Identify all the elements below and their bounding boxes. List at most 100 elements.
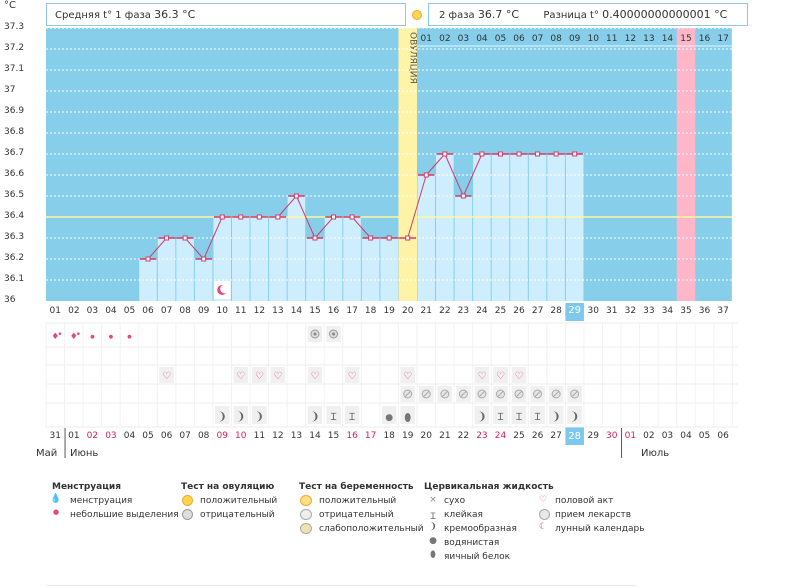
calendar-date-label: 04 <box>680 431 692 441</box>
legend-fluid-creamy: кремообразная <box>444 524 517 534</box>
calendar-date-label: 17 <box>364 431 377 441</box>
calendar-date-label: 27 <box>550 431 562 441</box>
fluid-sticky-icon: Ɪ <box>516 412 522 423</box>
calendar-date-label: 11 <box>253 431 266 441</box>
sex-heart-icon: ♡ <box>348 371 357 382</box>
fluid-sticky-icon: Ɪ <box>430 512 436 522</box>
temperature-point <box>219 214 225 220</box>
month-may: Май <box>36 448 58 459</box>
top-day-label: 09 <box>568 34 581 44</box>
calendar-date-label: 03 <box>105 431 117 441</box>
sex-cell <box>307 367 323 383</box>
legend-menstruation-title: Менструация <box>52 482 121 492</box>
ovulation-label: ОВУЛЯЦИЯ <box>408 32 418 84</box>
fluid-creamy-icon: ❩ <box>570 410 579 423</box>
temperature-bar <box>361 238 380 301</box>
phase2-value: 36.7 °C <box>477 8 520 21</box>
cycle-day-label: 04 <box>105 306 117 316</box>
y-tick-label: 36.4 <box>4 211 25 221</box>
temperature-point <box>256 214 262 220</box>
medication-pill-line <box>478 390 486 398</box>
y-tick-label: 36.5 <box>4 190 25 200</box>
fluid-creamy-icon: ❩ <box>552 410 561 423</box>
sex-heart-icon: ♡ <box>403 371 412 382</box>
legend-menstruation-heavy: менструация <box>70 496 133 506</box>
cycle-day-label: 37 <box>717 306 729 316</box>
temperature-point <box>164 235 170 241</box>
fluid-watery-icon: ● <box>429 536 437 546</box>
cycle-day-label: 34 <box>661 306 674 316</box>
fluid-creamy-icon: ❩ <box>218 410 227 423</box>
cycle-day-label: 24 <box>476 306 488 316</box>
fluid-sticky-icon: Ɪ <box>535 412 541 423</box>
temperature-bar <box>232 217 250 301</box>
sex-cell <box>493 367 508 383</box>
legend-medication: прием лекарств <box>555 510 632 520</box>
cycle-day-label: 09 <box>197 306 210 316</box>
temperature-line <box>351 216 371 239</box>
legend-pregnancy-negative: отрицательный <box>319 510 394 520</box>
sex-cell <box>474 367 490 383</box>
fluid-cell <box>548 406 564 424</box>
cycle-day-label: 31 <box>606 306 618 316</box>
temperature-point <box>572 151 578 157</box>
calendar-date-label: 05 <box>142 431 154 441</box>
cycle-day-label: 15 <box>309 306 321 316</box>
fluid-cell <box>307 406 323 424</box>
temperature-bar <box>380 238 398 301</box>
phase2-summary: 2 фаза 36.7 °C Разница t° 0.400000000000… <box>428 3 748 26</box>
calendar-date-label: 26 <box>531 431 544 441</box>
legend-lunar: лунный календарь <box>555 524 645 534</box>
ovulation-negative-dot <box>332 332 336 336</box>
calendar-date-label: 01 <box>624 431 637 441</box>
cycle-day-label: 02 <box>68 306 80 316</box>
temperature-line <box>147 237 167 260</box>
legend-fluid-egg: яичный белок <box>444 552 511 562</box>
temperature-bar <box>157 238 176 301</box>
top-day-label: 02 <box>439 34 451 44</box>
cycle-day-label: 28 <box>550 306 562 316</box>
legend-fluid-title: Цервикальная жидкость <box>424 482 554 492</box>
lunar-moon-cutout <box>220 284 230 294</box>
sex-cell <box>344 367 360 383</box>
fluid-sticky-icon: Ɪ <box>498 412 504 423</box>
cycle-day-label: 11 <box>235 306 247 316</box>
month-july: Июль <box>641 448 670 459</box>
sex-cell <box>511 367 527 383</box>
calendar-date-label: 25 <box>513 431 525 441</box>
temperature-line <box>295 195 316 239</box>
temperature-bar <box>436 154 454 301</box>
temperature-line <box>184 237 205 260</box>
cycle-day-label: 17 <box>346 306 358 316</box>
temperature-point <box>293 193 299 199</box>
fluid-sticky-icon: Ɪ <box>349 412 355 423</box>
fluid-cell <box>326 406 341 424</box>
fluid-cell <box>252 406 267 424</box>
medication-pill-line <box>460 390 467 398</box>
cycle-day-label: 33 <box>643 306 655 316</box>
fluid-watery-icon: ● <box>385 413 393 423</box>
temperature-point <box>145 256 151 262</box>
highlight-day-bottom <box>565 427 584 445</box>
medication-pill-line <box>404 390 412 398</box>
sex-cell <box>159 367 174 383</box>
cycle-day-label: 03 <box>86 306 99 316</box>
sex-heart-icon: ♡ <box>496 371 505 382</box>
legend-ovulation-test-title: Тест на овуляцию <box>181 482 275 492</box>
legend-fluid-watery: водянистая <box>444 538 500 548</box>
menstruation-heavy-dot: • <box>76 330 81 340</box>
y-tick-label: 36.8 <box>4 127 25 137</box>
cycle-day-label: 36 <box>698 306 711 316</box>
calendar-date-label: 19 <box>401 431 414 441</box>
calendar-date-label: 24 <box>494 431 507 441</box>
temperature-bar <box>528 154 547 301</box>
calendar-date-label: 20 <box>420 431 432 441</box>
temperature-point <box>201 256 207 262</box>
ovulation-negative-dot <box>313 332 317 336</box>
pregnancy-positive-icon <box>300 495 312 506</box>
temperature-point <box>368 235 374 241</box>
top-day-label: 01 <box>420 34 432 44</box>
ovulation-negative-icon <box>182 509 193 520</box>
temperature-point <box>331 214 337 220</box>
top-day-label: 06 <box>513 34 525 44</box>
